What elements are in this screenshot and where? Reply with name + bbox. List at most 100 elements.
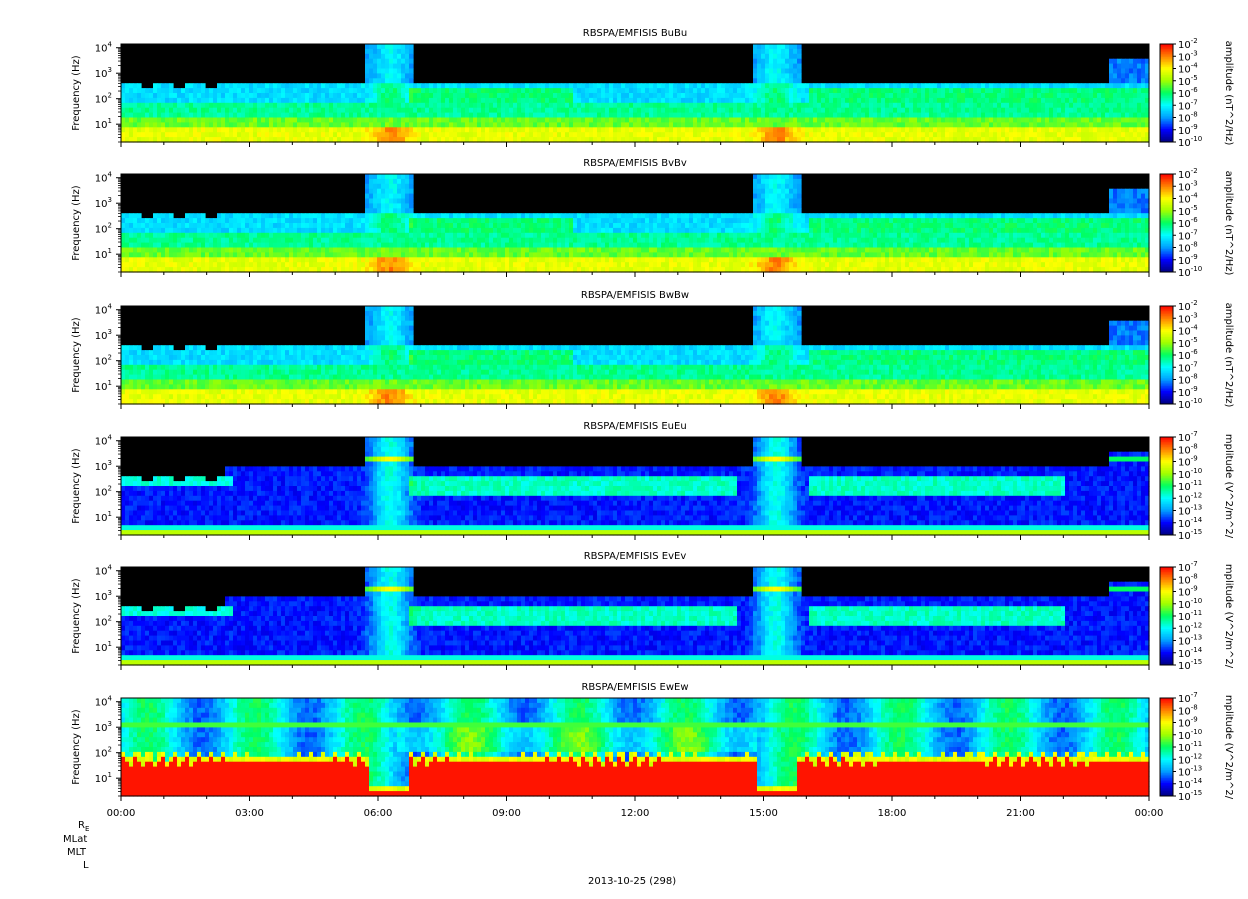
colorbar-swatch [1160,185,1173,188]
colorbar-swatch [1160,310,1173,314]
colorbar-swatch [1160,647,1173,650]
panel-4: RBSPA/EMFISIS EuEu 101 102 103 104 Frequency … [71,421,1234,542]
colorbar-swatch [1160,377,1173,380]
colorbar-swatch [1160,120,1173,123]
panel-1: RBSPA/EMFISIS BuBu 101 102 103 104 Frequency … [71,28,1234,149]
colorbar-label: mplitude (V^2/m^2/ [1223,434,1234,539]
colorbar-swatch [1160,133,1173,136]
colorbar-swatch [1160,109,1173,112]
colorbar-swatch [1160,607,1173,610]
colorbar-swatch [1160,624,1173,627]
colorbar-swatch [1160,487,1173,490]
colorbar-swatch [1160,792,1173,795]
colorbar-swatch [1160,237,1173,240]
colorbar-swatch [1160,445,1173,448]
colorbar-swatch [1160,372,1173,376]
colorbar-swatch [1160,86,1173,89]
colorbar-swatch [1160,508,1173,511]
colorbar-swatch [1160,756,1173,759]
date-label: 2013-10-25 (298) [588,876,676,887]
panel-6: RBSPA/EMFISIS EwEw 101 102 103 104 Frequency … [71,682,1234,803]
colorbar-swatch [1160,525,1173,528]
colorbar-swatch [1160,44,1173,47]
colorbar-swatch [1160,512,1173,515]
colorbar-swatch [1160,515,1173,518]
colorbar-swatch [1160,505,1173,508]
colorbar-swatch [1160,376,1173,379]
colorbar-swatch [1160,399,1173,402]
colorbar: 10-210-310-410-510-610-710-810-910-10 amp… [1159,37,1234,149]
colorbar-swatch [1160,599,1173,602]
colorbar-swatch [1160,236,1173,239]
colorbar-swatch [1160,174,1173,177]
colorbar-swatch [1160,521,1173,525]
colorbar-tick-label: 10-15 [1178,528,1202,542]
colorbar-swatch [1160,386,1173,389]
colorbar-swatch [1160,526,1173,529]
colorbar-swatch [1160,751,1173,755]
colorbar-swatch [1160,633,1173,637]
colorbar-swatch [1160,758,1173,761]
spectrogram-cells [121,306,1150,405]
colorbar-swatch [1160,441,1173,445]
colorbar-swatch [1160,112,1173,115]
y-tick-label: 104 [95,695,113,709]
colorbar-tick-label: 10-9 [1178,385,1198,399]
colorbar-tick-label: 10-10 [1178,265,1202,279]
colorbar-swatch [1160,481,1173,484]
colorbar-swatch [1160,265,1173,268]
colorbar-swatch [1160,395,1173,398]
colorbar-swatch [1160,701,1173,704]
colorbar-tick-label: 10-7 [1178,98,1198,112]
panel-title: RBSPA/EMFISIS EuEu [583,421,686,432]
colorbar-tick-label: 10-8 [1178,241,1198,255]
colorbar-swatch [1160,177,1173,180]
colorbar-swatch [1160,53,1173,56]
colorbar-swatch [1160,340,1173,343]
x-tick-label: 09:00 [492,808,521,819]
colorbar-tick-label: 10-9 [1178,123,1198,137]
y-axis-label: Frequency (Hz) [71,185,82,261]
colorbar-swatch [1160,52,1173,55]
colorbar-tick-label: 10-8 [1178,442,1198,456]
colorbar-swatch [1160,781,1173,784]
colorbar-swatch [1160,596,1173,599]
colorbar-swatch [1160,699,1173,702]
x-tick-label: 00:00 [107,808,136,819]
colorbar-swatch [1160,591,1173,594]
colorbar-tick-label: 10-5 [1178,74,1198,88]
panel-title: RBSPA/EMFISIS EwEw [581,682,688,693]
y-axis-label: Frequency (Hz) [71,709,82,785]
colorbar-swatch [1160,315,1173,318]
colorbar-tick-label: 10-4 [1178,192,1198,206]
colorbar-tick-label: 10-5 [1178,336,1198,350]
colorbar-swatch [1160,48,1173,52]
colorbar-swatch [1160,463,1173,466]
colorbar-tick-label: 10-15 [1178,658,1202,672]
colorbar-swatch [1160,374,1173,377]
colorbar-swatch [1160,490,1173,494]
colorbar-swatch [1160,719,1173,722]
colorbar-swatch [1160,333,1173,336]
colorbar-swatch [1160,114,1173,117]
colorbar-swatch [1160,707,1173,710]
colorbar-swatch [1160,586,1173,589]
y-axis-label: Frequency (Hz) [71,578,82,654]
colorbar-label: mplitude (V^2/m^2/ [1223,695,1234,800]
colorbar-swatch [1160,84,1173,87]
colorbar-swatch [1160,314,1173,317]
colorbar-swatch [1160,125,1173,128]
colorbar-swatch [1160,366,1173,369]
ephemeris-label-mlt: MLT [67,847,86,858]
colorbar-swatch [1160,507,1173,510]
panels-group: RBSPA/EMFISIS BuBu 101 102 103 104 Frequency … [71,28,1234,819]
colorbar-swatch [1160,268,1173,271]
colorbar-swatch [1160,476,1173,479]
colorbar-swatch [1160,106,1173,109]
panel-title: RBSPA/EMFISIS BwBw [581,290,689,301]
colorbar-swatch [1160,533,1173,536]
colorbar-swatch [1160,517,1173,520]
colorbar-swatch [1160,715,1173,719]
colorbar-swatch [1160,244,1173,247]
y-tick-label: 101 [95,247,112,261]
